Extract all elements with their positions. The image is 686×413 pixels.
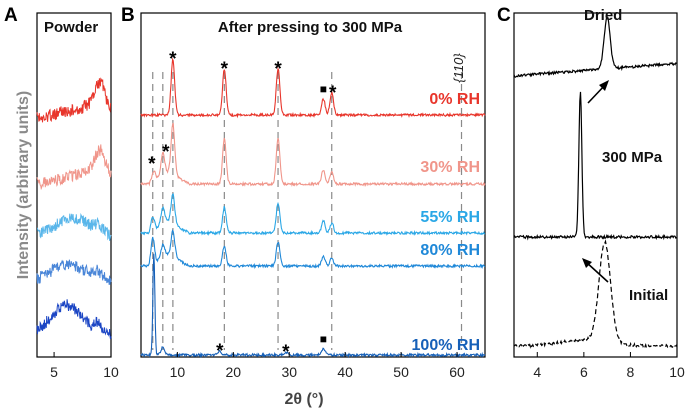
panel-a-series-5 xyxy=(36,299,112,340)
panel-c-plot xyxy=(513,16,678,349)
panel-b-star-marker: * xyxy=(148,154,156,175)
panel-b-plot xyxy=(140,57,486,359)
panel-b-series-5 xyxy=(140,253,486,359)
panel-c-series-label: Initial xyxy=(629,287,668,304)
panel-b-star-marker: * xyxy=(162,142,170,163)
panel-c-tick-label: 10 xyxy=(669,364,685,380)
panel-a-ticks: 5 10 xyxy=(50,352,119,380)
panel-b-series-3 xyxy=(140,193,486,236)
panel-b-star-marker: * xyxy=(221,59,229,80)
panel-b-star-marker: * xyxy=(216,341,224,362)
arrow-head-dried xyxy=(599,80,609,91)
panel-b-tick-label: 50 xyxy=(393,364,409,380)
y-axis-title: Intensity (arbitrary units) xyxy=(15,91,32,279)
panel-b-series-4 xyxy=(140,229,486,270)
panel-c-series-3 xyxy=(513,239,678,349)
panel-a-series-4 xyxy=(36,259,112,285)
panel-b-series-label: 80% RH xyxy=(420,242,480,259)
panel-b-star-marker: * xyxy=(282,342,290,363)
panel-b-series-label: 0% RH xyxy=(429,91,480,108)
panel-c-arrows xyxy=(582,80,609,283)
panel-a-tick-label: 10 xyxy=(103,364,119,380)
panel-c-series-labels: Dried 300 MPa Initial xyxy=(584,7,668,304)
panel-c-tick-label: 8 xyxy=(627,364,635,380)
panel-b-tick-label: 30 xyxy=(281,364,297,380)
panel-a-series-1 xyxy=(36,77,112,123)
panel-c-series-2 xyxy=(513,91,678,241)
panel-b-square-marker: ■ xyxy=(320,82,327,96)
panel-c-series-label: 300 MPa xyxy=(602,149,663,166)
panel-b-tick-label: 20 xyxy=(226,364,242,380)
panel-b-series-label: 55% RH xyxy=(420,209,480,226)
panel-letter-b: B xyxy=(121,5,135,26)
panel-b-square-marker: ■ xyxy=(320,332,327,346)
arrow-to-300mpa xyxy=(585,261,609,283)
plane-label: {110} xyxy=(451,53,466,83)
panel-b-star-marker: * xyxy=(169,49,177,70)
panel-a-plot xyxy=(36,77,112,340)
panel-b-star-marker: * xyxy=(329,83,337,104)
panel-letter-a: A xyxy=(4,5,18,26)
panel-a-title: Powder xyxy=(44,19,98,36)
panel-c-tick-label: 4 xyxy=(533,364,541,380)
panel-c-ticks: 4 6 8 10 xyxy=(533,352,685,380)
panel-b-tick-label: 10 xyxy=(170,364,186,380)
panel-a-series-2 xyxy=(36,144,112,191)
panel-b-series-2 xyxy=(140,122,486,187)
panel-b-tick-label: 60 xyxy=(449,364,465,380)
panel-a-frame xyxy=(36,12,112,358)
panel-b-ticks: 10 20 30 40 50 60 xyxy=(170,352,465,380)
x-axis-title: 2θ (°) xyxy=(284,391,323,408)
panel-b-dashed-lines xyxy=(152,72,463,350)
panel-letter-c: C xyxy=(497,5,511,26)
panel-b-series-label: 100% RH xyxy=(412,337,480,354)
panel-c-series-1 xyxy=(513,16,678,78)
panel-b-series-label: 30% RH xyxy=(420,159,480,176)
arrow-head-300mpa xyxy=(582,258,592,268)
panel-a-series-3 xyxy=(37,212,112,241)
panel-a-tick-label: 5 xyxy=(50,364,58,380)
panel-b-annotations: * * *■ **** *■ xyxy=(148,49,337,363)
panel-c-series-label: Dried xyxy=(584,7,622,24)
panel-b-series-1 xyxy=(140,57,486,119)
panel-b-series-labels: 0% RH 30% RH 55% RH 80% RH 100% RH xyxy=(412,91,480,354)
panel-b-title: After pressing to 300 MPa xyxy=(218,19,403,36)
panel-b-tick-label: 40 xyxy=(337,364,353,380)
panel-c-tick-label: 6 xyxy=(580,364,588,380)
panel-b-star-marker: * xyxy=(274,59,282,80)
panel-c-frame xyxy=(513,12,678,358)
